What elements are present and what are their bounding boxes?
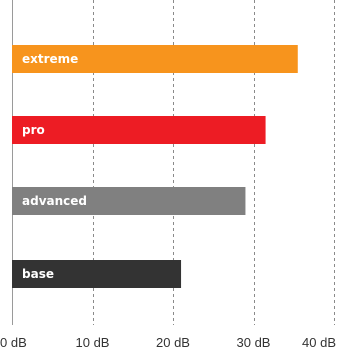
tick-label-40: 40 dB bbox=[302, 335, 336, 350]
tick-label-20: 20 dB bbox=[156, 335, 190, 350]
bar-label-advanced: advanced bbox=[22, 194, 87, 208]
bar-label-pro: pro bbox=[22, 123, 45, 137]
bar-advanced bbox=[12, 187, 246, 215]
bar-label-base: base bbox=[22, 267, 54, 281]
tick-label-0: 0 dB bbox=[0, 335, 27, 350]
tick-label-30: 30 dB bbox=[237, 335, 271, 350]
bar-label-extreme: extreme bbox=[22, 52, 78, 66]
bar-base bbox=[12, 260, 182, 288]
bar-pro bbox=[12, 116, 266, 144]
bar-extreme bbox=[12, 45, 298, 73]
tick-label-10: 10 dB bbox=[76, 335, 110, 350]
